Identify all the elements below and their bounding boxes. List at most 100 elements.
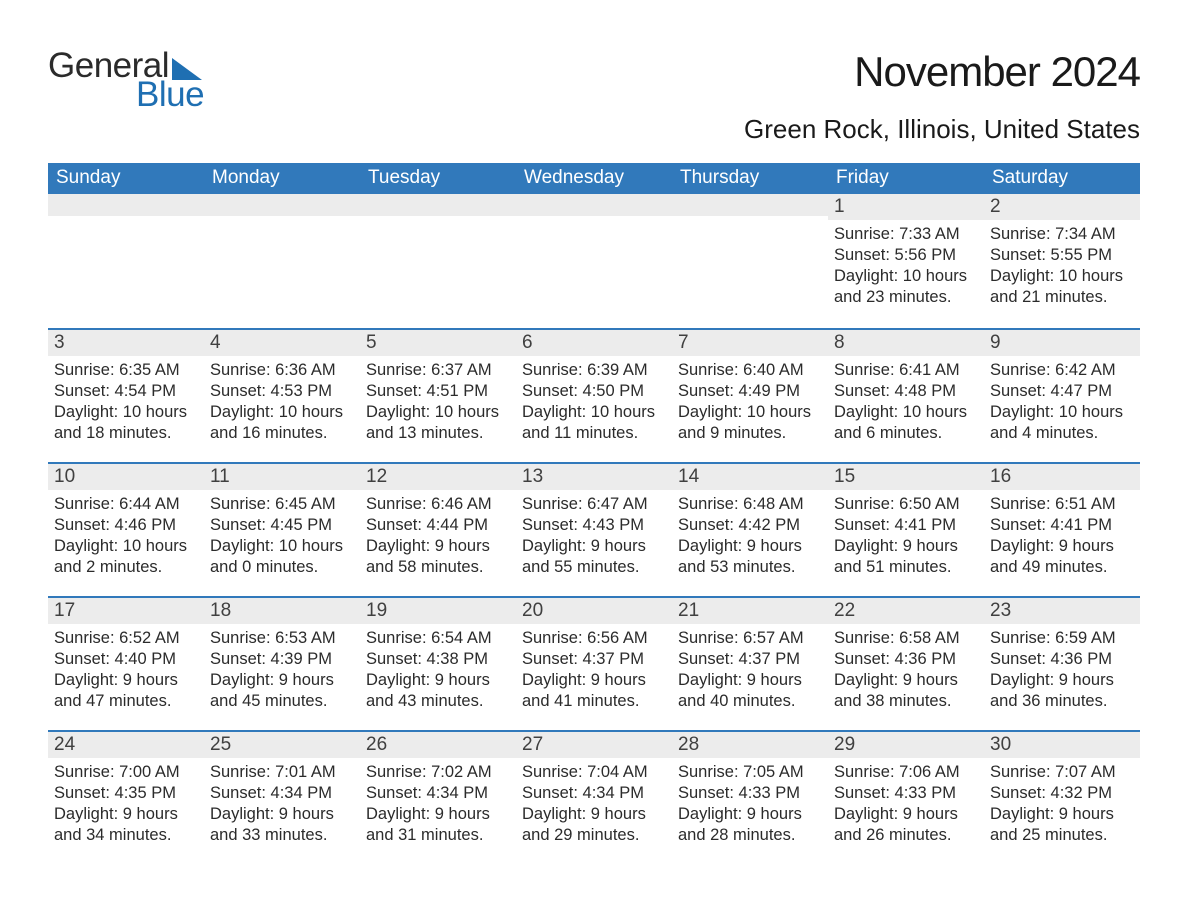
day-number-row: 22 xyxy=(828,598,984,624)
day-number-row: 11 xyxy=(204,464,360,490)
cell-body: Sunrise: 6:46 AMSunset: 4:44 PMDaylight:… xyxy=(360,490,516,580)
cell-body: Sunrise: 7:02 AMSunset: 4:34 PMDaylight:… xyxy=(360,758,516,848)
cell-line-day2: and 34 minutes. xyxy=(54,825,198,846)
cell-line-sunset: Sunset: 4:34 PM xyxy=(522,783,666,804)
calendar: SundayMondayTuesdayWednesdayThursdayFrid… xyxy=(48,163,1140,860)
day-number: 10 xyxy=(54,466,75,487)
cell-line-sunrise: Sunrise: 7:01 AM xyxy=(210,762,354,783)
cell-line-sunrise: Sunrise: 6:56 AM xyxy=(522,628,666,649)
cell-line-day2: and 9 minutes. xyxy=(678,423,822,444)
day-number-row: 6 xyxy=(516,330,672,356)
cell-line-sunset: Sunset: 4:41 PM xyxy=(834,515,978,536)
cell-line-day2: and 51 minutes. xyxy=(834,557,978,578)
day-number-row: 20 xyxy=(516,598,672,624)
day-number: 28 xyxy=(678,734,699,755)
day-number: 27 xyxy=(522,734,543,755)
day-number-row: 1 xyxy=(828,194,984,220)
day-number-row: 30 xyxy=(984,732,1140,758)
cell-line-day1: Daylight: 9 hours xyxy=(210,804,354,825)
cell-line-day2: and 26 minutes. xyxy=(834,825,978,846)
calendar-cell: 11Sunrise: 6:45 AMSunset: 4:45 PMDayligh… xyxy=(204,464,360,592)
day-number-row: 5 xyxy=(360,330,516,356)
cell-line-day1: Daylight: 9 hours xyxy=(54,670,198,691)
cell-line-sunset: Sunset: 4:44 PM xyxy=(366,515,510,536)
day-number-row: 18 xyxy=(204,598,360,624)
cell-body: Sunrise: 6:51 AMSunset: 4:41 PMDaylight:… xyxy=(984,490,1140,580)
cell-line-day2: and 55 minutes. xyxy=(522,557,666,578)
day-number-row xyxy=(672,194,828,216)
calendar-cell: 24Sunrise: 7:00 AMSunset: 4:35 PMDayligh… xyxy=(48,732,204,860)
cell-line-sunrise: Sunrise: 6:59 AM xyxy=(990,628,1134,649)
calendar-cell: 16Sunrise: 6:51 AMSunset: 4:41 PMDayligh… xyxy=(984,464,1140,592)
cell-line-day2: and 16 minutes. xyxy=(210,423,354,444)
calendar-cell xyxy=(204,194,360,324)
day-number-row: 12 xyxy=(360,464,516,490)
cell-line-day2: and 18 minutes. xyxy=(54,423,198,444)
week-row: 1Sunrise: 7:33 AMSunset: 5:56 PMDaylight… xyxy=(48,194,1140,324)
cell-line-day2: and 38 minutes. xyxy=(834,691,978,712)
cell-line-day1: Daylight: 9 hours xyxy=(522,804,666,825)
day-number: 11 xyxy=(210,466,230,487)
cell-body: Sunrise: 6:47 AMSunset: 4:43 PMDaylight:… xyxy=(516,490,672,580)
calendar-cell: 9Sunrise: 6:42 AMSunset: 4:47 PMDaylight… xyxy=(984,330,1140,458)
day-number: 26 xyxy=(366,734,387,755)
day-number: 1 xyxy=(834,196,845,217)
day-headers-row: SundayMondayTuesdayWednesdayThursdayFrid… xyxy=(48,163,1140,194)
cell-line-sunrise: Sunrise: 6:37 AM xyxy=(366,360,510,381)
cell-body: Sunrise: 6:57 AMSunset: 4:37 PMDaylight:… xyxy=(672,624,828,714)
cell-line-day2: and 31 minutes. xyxy=(366,825,510,846)
cell-line-sunset: Sunset: 4:47 PM xyxy=(990,381,1134,402)
cell-line-sunset: Sunset: 4:36 PM xyxy=(834,649,978,670)
calendar-cell: 23Sunrise: 6:59 AMSunset: 4:36 PMDayligh… xyxy=(984,598,1140,726)
day-number-row xyxy=(360,194,516,216)
day-number: 25 xyxy=(210,734,231,755)
day-number-row xyxy=(204,194,360,216)
day-number: 21 xyxy=(678,600,699,621)
day-number-row: 21 xyxy=(672,598,828,624)
cell-line-sunrise: Sunrise: 6:52 AM xyxy=(54,628,198,649)
cell-line-day1: Daylight: 9 hours xyxy=(834,804,978,825)
day-number: 5 xyxy=(366,332,377,353)
day-number: 22 xyxy=(834,600,855,621)
cell-line-sunset: Sunset: 4:42 PM xyxy=(678,515,822,536)
day-number-row: 3 xyxy=(48,330,204,356)
day-number-row xyxy=(48,194,204,216)
cell-line-sunset: Sunset: 4:41 PM xyxy=(990,515,1134,536)
cell-line-sunrise: Sunrise: 7:34 AM xyxy=(990,224,1134,245)
cell-line-sunset: Sunset: 4:45 PM xyxy=(210,515,354,536)
calendar-cell: 19Sunrise: 6:54 AMSunset: 4:38 PMDayligh… xyxy=(360,598,516,726)
day-number: 2 xyxy=(990,196,1001,217)
cell-line-sunrise: Sunrise: 7:07 AM xyxy=(990,762,1134,783)
cell-line-sunset: Sunset: 4:37 PM xyxy=(522,649,666,670)
day-number-row: 14 xyxy=(672,464,828,490)
cell-line-day1: Daylight: 9 hours xyxy=(522,536,666,557)
day-number-row: 15 xyxy=(828,464,984,490)
calendar-cell: 8 Sunrise: 6:41 AMSunset: 4:48 PMDaylight… xyxy=(828,330,984,458)
calendar-cell xyxy=(48,194,204,324)
cell-line-day2: and 4 minutes. xyxy=(990,423,1134,444)
cell-line-day1: Daylight: 10 hours xyxy=(366,402,510,423)
cell-line-sunrise: Sunrise: 7:02 AM xyxy=(366,762,510,783)
cell-body: Sunrise: 6:41 AMSunset: 4:48 PMDaylight:… xyxy=(828,356,984,446)
day-number-row: 13 xyxy=(516,464,672,490)
day-header: Monday xyxy=(204,163,360,194)
calendar-cell: 15Sunrise: 6:50 AMSunset: 4:41 PMDayligh… xyxy=(828,464,984,592)
calendar-cell: 21 Sunrise: 6:57 AMSunset: 4:37 PMDayligh… xyxy=(672,598,828,726)
cell-line-day2: and 29 minutes. xyxy=(522,825,666,846)
month-title: November 2024 xyxy=(744,48,1140,96)
day-header: Sunday xyxy=(48,163,204,194)
calendar-cell xyxy=(516,194,672,324)
calendar-cell: 20Sunrise: 6:56 AMSunset: 4:37 PMDayligh… xyxy=(516,598,672,726)
calendar-cell xyxy=(360,194,516,324)
cell-line-sunrise: Sunrise: 6:40 AM xyxy=(678,360,822,381)
cell-line-sunset: Sunset: 4:37 PM xyxy=(678,649,822,670)
cell-line-sunset: Sunset: 4:43 PM xyxy=(522,515,666,536)
day-number-row: 26 xyxy=(360,732,516,758)
day-number-row: 29 xyxy=(828,732,984,758)
cell-line-sunrise: Sunrise: 7:04 AM xyxy=(522,762,666,783)
cell-body: Sunrise: 6:52 AMSunset: 4:40 PMDaylight:… xyxy=(48,624,204,714)
cell-line-sunrise: Sunrise: 6:45 AM xyxy=(210,494,354,515)
day-number: 29 xyxy=(834,734,855,755)
calendar-cell: 4Sunrise: 6:36 AMSunset: 4:53 PMDaylight… xyxy=(204,330,360,458)
day-number: 8 xyxy=(834,332,845,353)
